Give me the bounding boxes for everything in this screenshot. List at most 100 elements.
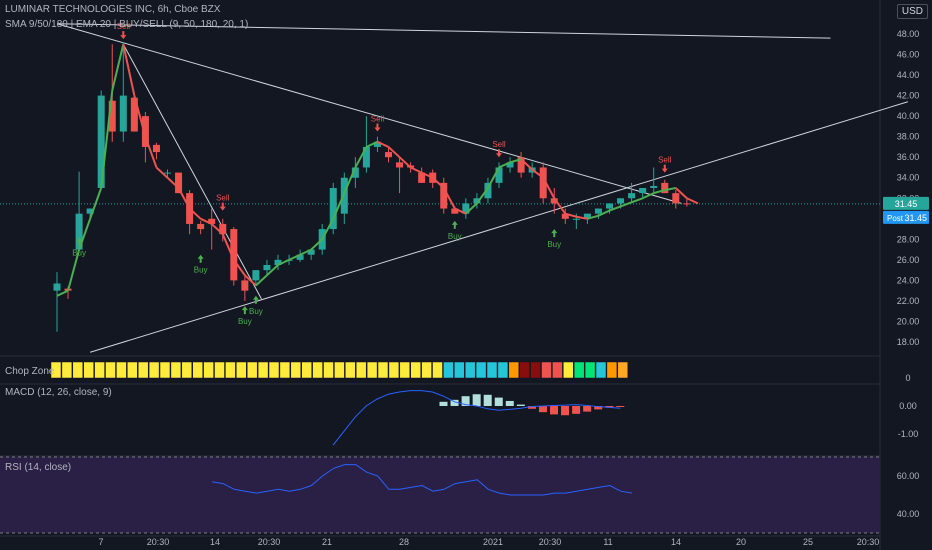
candle-body [164,172,171,174]
candle-body [572,218,580,220]
macd-histogram-bar [572,406,581,414]
candle-body [606,203,613,209]
chop-zone-cell [345,361,356,379]
chop-zone-cell [61,361,73,379]
macd-histogram-bar [439,401,448,406]
chop-zone-cell [563,361,574,379]
sell-signal-label: Sell [492,140,506,149]
chop-zone-cell [257,361,269,379]
ma-line-segment [576,215,588,220]
currency-badge[interactable]: USD [896,4,928,19]
price-tick-label: 26.00 [897,255,920,265]
ma-line-segment [299,248,312,256]
ma-line-segment [520,158,533,171]
candle-body [451,208,459,214]
price-tick-label: 24.00 [897,275,920,285]
chop-zone-label: Chop Zone [5,366,55,377]
sell-signal-label: Sell [658,156,672,165]
buy-signal-label: Buy [249,307,263,316]
chop-zone-cell [116,361,127,379]
ma-line-segment [686,197,699,205]
buy-arrow-icon [451,220,458,229]
price-tick-label: 28.00 [897,234,920,244]
buy-arrow-icon [76,237,83,246]
ma-line-segment [553,197,567,215]
ma-line-segment [354,146,368,168]
candle-body [219,223,227,235]
rsi-label: RSI (14, close) [5,462,72,473]
price-tick-label: 48.00 [897,29,920,39]
macd-histogram-bar [483,394,492,406]
ma-line-segment [244,274,257,287]
candle-body [583,213,591,219]
price-tick-label: 20.00 [897,316,920,326]
ma-line-segment [664,187,676,192]
macd-histogram-bar [594,406,603,410]
candle-body [362,146,370,168]
candle-body [440,182,448,209]
ma-line-segment [56,289,69,297]
chop-zone-cell [584,361,596,379]
sell-arrow-icon [219,202,226,211]
chop-zone-cell [137,361,149,379]
ma-line-segment [144,136,158,168]
candle-body [119,95,127,132]
candle-body [396,162,404,168]
chop-zone-cell [519,361,530,379]
post-label: Post [887,214,904,223]
price-tick-label: 36.00 [897,152,920,162]
ma-line-segment [67,249,81,291]
ma-line-segment [542,177,556,199]
chop-zone-cell [464,361,476,379]
time-tick-label: 7 [98,537,103,547]
candle-body [130,97,138,132]
macd-histogram-bar [616,406,625,407]
candle-body [639,188,647,194]
candle-body [141,116,149,147]
chop-zone-cell [606,361,618,379]
ma-line-segment [498,161,511,169]
macd-histogram-bar [605,406,614,408]
candle-body [373,141,381,147]
candle-body [462,203,470,214]
chop-zone-cell [410,361,421,379]
buy-arrow-icon [252,295,259,304]
chop-zone-cell [334,361,345,379]
candle-body [628,193,636,199]
time-tick-label: 14 [671,537,681,547]
horizontal-resistance-line [56,23,831,39]
chop-zone-cell [268,361,280,379]
ma-line-segment [421,171,434,179]
chop-zone-cell [72,361,84,379]
time-tick-label: 25 [803,537,813,547]
ma-line-segment [133,95,147,137]
candle-body [473,198,481,204]
ma-line-segment [587,214,599,220]
price-tick-label: 34.00 [897,173,920,183]
macd-histogram-bar [494,397,503,406]
ma-line-segment [675,187,688,199]
macd-histogram-bar [516,404,525,406]
candle-body [539,167,547,199]
ma-line-segment [177,187,191,210]
ma-line-segment [410,166,423,174]
price-tick-label: 22.00 [897,296,920,306]
macd-histogram-bar [527,406,536,409]
chop-zone-cell [486,361,498,379]
candle-body [340,177,348,214]
candle-body [351,167,359,178]
ma-line-segment [454,207,467,215]
chop-tick-label: 0 [905,373,910,383]
candle-body [252,270,260,281]
time-tick-label: 20:30 [258,537,281,547]
time-tick-label: 21 [322,537,332,547]
price-tick-label: 46.00 [897,50,920,60]
candle-body [517,157,525,173]
ma-line-segment [487,166,500,189]
price-tick-label: 44.00 [897,70,920,80]
candle-body [230,229,238,281]
time-tick-label: 11 [603,537,612,547]
ma-line-segment [78,218,92,250]
candle-body [506,162,514,168]
